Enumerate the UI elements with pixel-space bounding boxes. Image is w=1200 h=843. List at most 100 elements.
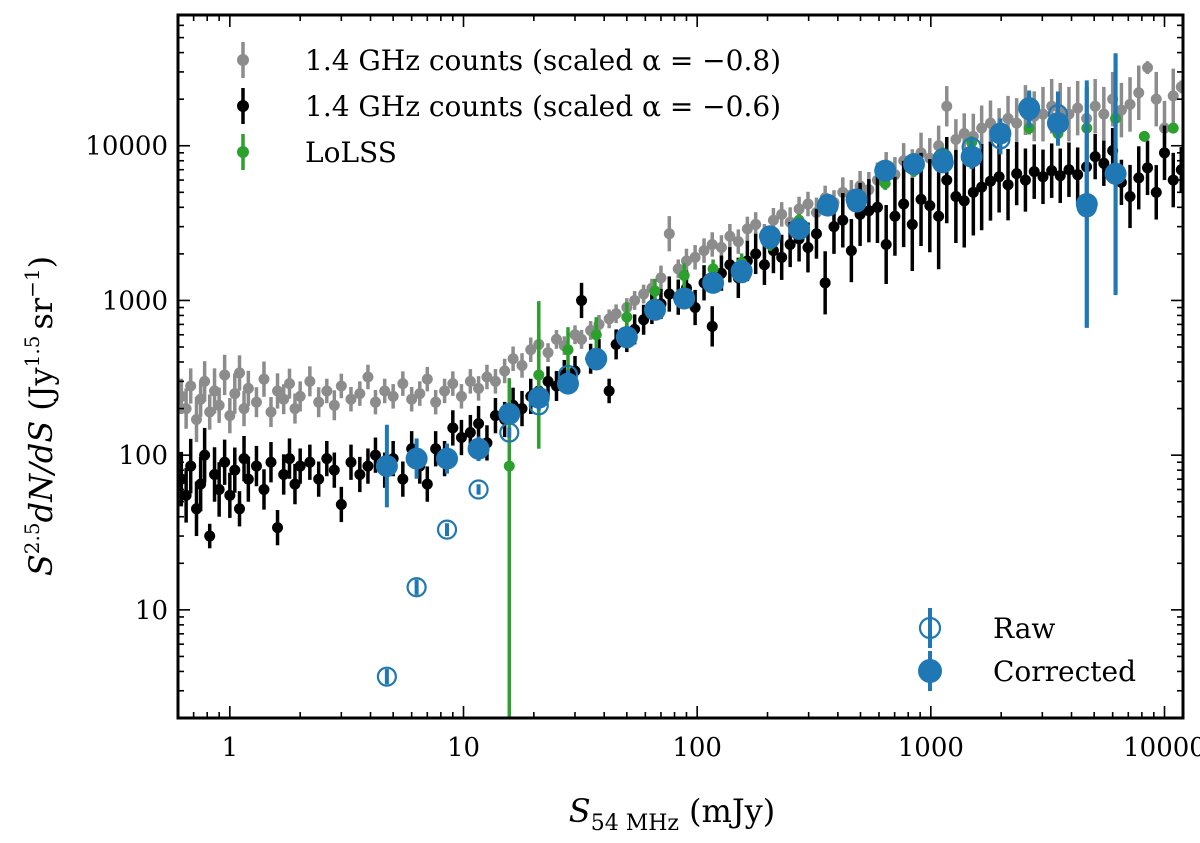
data-point <box>204 530 216 542</box>
data-point <box>649 285 661 297</box>
data-point <box>655 272 667 284</box>
data-point <box>369 449 381 461</box>
plot-marks <box>178 53 1183 718</box>
data-point <box>802 198 814 210</box>
data-point <box>1167 122 1179 134</box>
data-point <box>1046 165 1058 177</box>
data-point <box>489 375 501 387</box>
data-point <box>819 277 831 289</box>
corrected-point <box>816 194 839 217</box>
corrected-point <box>1018 97 1041 120</box>
data-point <box>447 422 459 434</box>
data-point <box>289 478 301 490</box>
data-point <box>706 320 718 332</box>
data-point <box>976 181 988 193</box>
data-point <box>924 200 936 212</box>
data-point <box>283 378 295 390</box>
data-point <box>481 371 493 383</box>
corrected-point <box>615 326 638 349</box>
raw-point <box>468 479 489 500</box>
data-point <box>242 473 254 485</box>
plot-area <box>178 53 1183 718</box>
corrected-point <box>644 298 667 321</box>
data-point <box>950 133 962 145</box>
data-point <box>258 373 270 385</box>
data-point <box>663 228 675 240</box>
data-point <box>610 308 622 320</box>
data-point <box>199 375 211 387</box>
data-point <box>219 456 231 468</box>
data-point <box>1063 164 1075 176</box>
data-point <box>258 483 270 495</box>
corrected-point <box>931 151 954 174</box>
data-point <box>542 347 554 359</box>
data-point <box>224 489 236 501</box>
data-point <box>272 522 284 534</box>
data-point <box>1098 157 1110 169</box>
data-point <box>750 248 762 260</box>
data-point <box>507 353 519 365</box>
x-tick-label: 10 <box>447 733 480 763</box>
data-point <box>421 478 433 490</box>
corrected-point <box>405 447 428 470</box>
data-point <box>941 174 953 186</box>
data-point <box>397 378 409 390</box>
data-point <box>863 205 875 217</box>
data-point <box>224 410 236 422</box>
legend-bottom: Raw Corrected <box>918 608 1136 691</box>
data-point <box>294 390 306 402</box>
data-point <box>837 214 849 226</box>
raw-point <box>406 577 427 598</box>
data-point <box>1150 93 1162 105</box>
data-point <box>499 365 511 377</box>
data-point <box>354 388 366 400</box>
data-point <box>1150 186 1162 198</box>
data-point <box>1002 113 1014 125</box>
data-point <box>906 218 918 230</box>
y-tick-label: 100 <box>118 441 168 471</box>
data-point <box>1124 190 1136 202</box>
data-point <box>678 269 690 281</box>
data-point <box>369 396 381 408</box>
x-tick-label: 1 <box>222 733 239 763</box>
corrected-point <box>585 347 608 370</box>
legend-marker <box>237 146 249 158</box>
data-point <box>1089 151 1101 163</box>
corrected-point <box>759 225 782 248</box>
data-point <box>379 385 391 397</box>
data-point <box>715 241 727 253</box>
data-point <box>304 456 316 468</box>
data-point <box>1138 130 1150 142</box>
series-0 <box>178 61 1183 443</box>
data-point <box>234 503 246 515</box>
data-point <box>213 483 225 495</box>
x-tick-label: 100 <box>672 733 722 763</box>
data-point <box>828 221 840 233</box>
data-point <box>993 171 1005 183</box>
data-point <box>209 385 221 397</box>
data-point <box>234 367 246 379</box>
data-point <box>1011 168 1023 180</box>
raw-point <box>436 519 458 540</box>
data-point <box>313 396 325 408</box>
data-point <box>213 399 225 411</box>
data-point <box>421 373 433 385</box>
raw-point <box>499 422 520 443</box>
axes: 1 10 100 1000 10000 10 100 1000 10000 <box>85 13 1200 763</box>
data-point <box>880 238 892 250</box>
corrected-point <box>845 188 868 211</box>
series-3 <box>376 54 1126 687</box>
data-point <box>430 443 442 455</box>
data-point <box>1046 100 1058 112</box>
data-point <box>387 390 399 402</box>
data-point <box>689 251 701 263</box>
legend-marker <box>237 100 249 112</box>
data-point <box>489 410 501 422</box>
data-point <box>845 245 857 257</box>
data-point <box>219 369 231 381</box>
data-point <box>1072 102 1084 114</box>
data-point <box>294 460 306 472</box>
data-point <box>229 388 241 400</box>
corrected-point <box>902 153 925 176</box>
